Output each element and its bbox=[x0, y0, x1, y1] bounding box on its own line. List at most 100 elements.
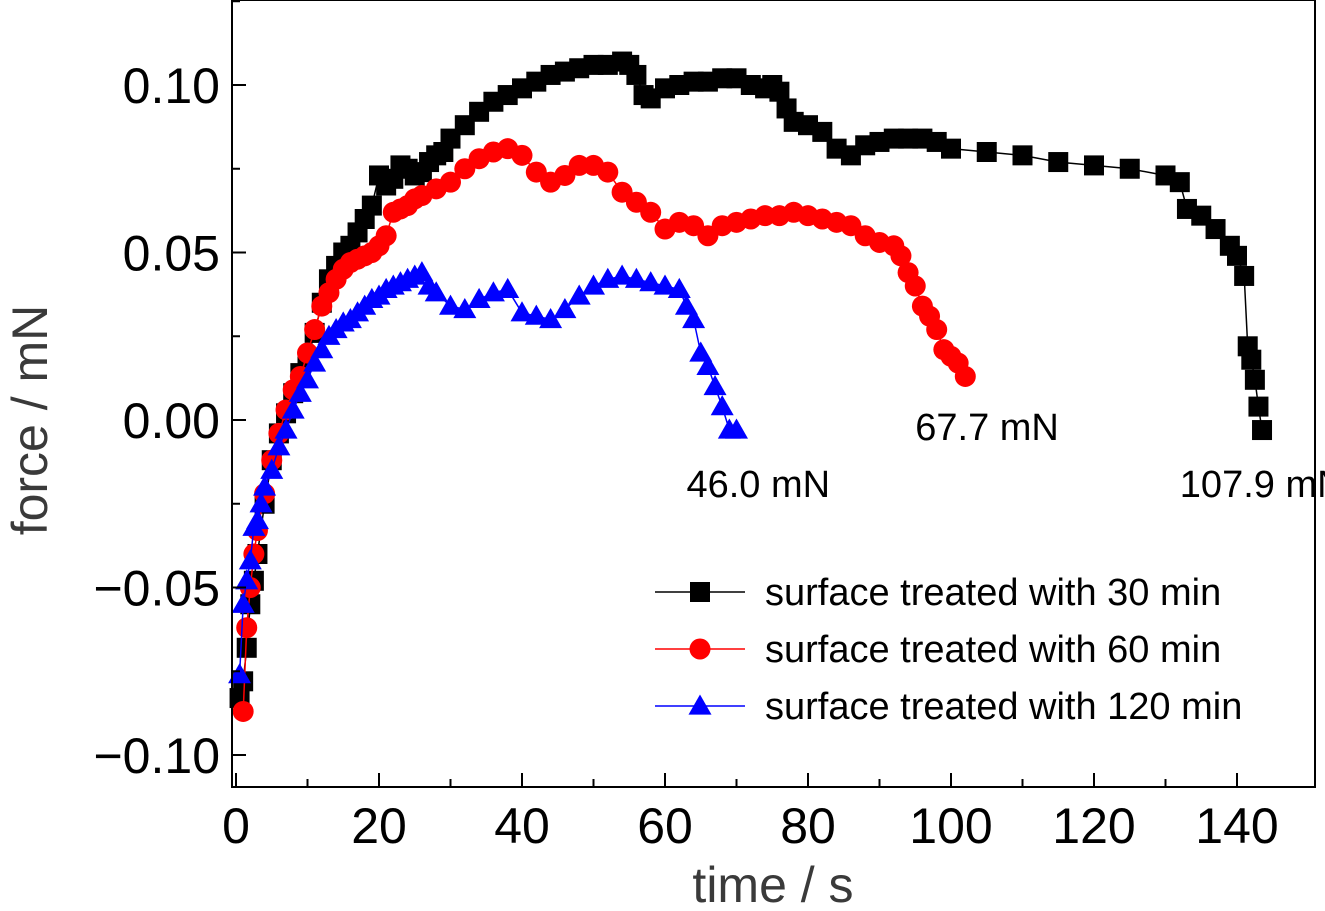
data-point bbox=[1119, 158, 1140, 179]
legend-marker bbox=[688, 694, 712, 715]
legend-label: surface treated with 30 min bbox=[765, 572, 1221, 614]
data-point bbox=[626, 64, 647, 85]
x-tick-label: 100 bbox=[909, 798, 992, 854]
x-tick-label: 140 bbox=[1195, 798, 1278, 854]
legend: surface treated with 30 min surface treat… bbox=[655, 572, 1242, 728]
y-tick-label: 0.10 bbox=[123, 58, 220, 114]
data-point bbox=[567, 284, 591, 305]
data-point bbox=[954, 365, 976, 387]
annotation-label: 67.7 mN bbox=[915, 407, 1059, 449]
legend-label: surface treated with 60 min bbox=[765, 629, 1221, 671]
series-2 bbox=[232, 138, 976, 722]
data-point bbox=[624, 267, 648, 288]
y-axis-ticks: −0.10 −0.05 0.00 0.05 0.10 bbox=[93, 0, 246, 784]
data-point bbox=[1169, 172, 1190, 193]
data-point bbox=[1252, 420, 1273, 441]
data-point bbox=[410, 261, 434, 282]
series-3 bbox=[228, 261, 748, 684]
data-point bbox=[1248, 396, 1269, 417]
data-point bbox=[267, 435, 291, 456]
data-point bbox=[890, 245, 912, 267]
data-point bbox=[510, 301, 534, 322]
data-point bbox=[496, 277, 520, 298]
data-point bbox=[1012, 145, 1033, 166]
data-point bbox=[232, 700, 254, 722]
data-point bbox=[253, 475, 277, 496]
data-point bbox=[228, 663, 252, 684]
x-tick-label: 0 bbox=[222, 798, 250, 854]
data-point bbox=[703, 375, 727, 396]
data-point bbox=[689, 341, 713, 362]
legend-item: surface treated with 60 min bbox=[655, 629, 1221, 671]
series-layer bbox=[228, 51, 1273, 722]
y-tick-label: 0.05 bbox=[123, 226, 220, 282]
data-point bbox=[467, 287, 491, 309]
data-point bbox=[439, 294, 462, 315]
legend-marker bbox=[690, 582, 710, 602]
data-point bbox=[1084, 155, 1104, 176]
data-point bbox=[976, 142, 997, 162]
data-point bbox=[1241, 349, 1262, 370]
data-point bbox=[453, 297, 477, 319]
data-point bbox=[1244, 369, 1265, 390]
data-point bbox=[245, 509, 269, 530]
data-point bbox=[769, 81, 790, 102]
data-point bbox=[235, 569, 259, 590]
data-point bbox=[296, 368, 319, 389]
data-point bbox=[524, 304, 548, 325]
data-point bbox=[361, 195, 382, 216]
legend-label: surface treated with 120 min bbox=[765, 686, 1242, 728]
x-tick-label: 20 bbox=[351, 798, 407, 854]
data-point bbox=[597, 161, 619, 183]
data-point bbox=[440, 171, 461, 193]
data-point bbox=[260, 458, 284, 479]
data-point bbox=[553, 297, 577, 319]
annotation-label: 107.9 mN bbox=[1180, 464, 1325, 506]
data-point bbox=[682, 308, 706, 329]
data-point bbox=[303, 351, 327, 372]
x-axis-title: time / s bbox=[692, 857, 853, 911]
annotation-label: 46.0 mN bbox=[686, 464, 830, 506]
data-point bbox=[904, 275, 926, 297]
data-point bbox=[310, 338, 334, 359]
legend-marker bbox=[689, 638, 711, 660]
x-tick-label: 120 bbox=[1052, 798, 1135, 854]
data-point bbox=[238, 549, 262, 570]
data-point bbox=[274, 418, 298, 439]
data-point bbox=[926, 319, 948, 341]
data-point bbox=[1048, 152, 1069, 173]
data-point bbox=[710, 395, 734, 416]
data-point bbox=[539, 308, 563, 329]
y-tick-label: 0.00 bbox=[123, 393, 220, 449]
x-tick-label: 80 bbox=[780, 798, 836, 854]
data-point bbox=[582, 274, 605, 295]
x-tick-label: 40 bbox=[494, 798, 550, 854]
data-point bbox=[236, 617, 258, 639]
data-point bbox=[231, 592, 255, 613]
y-tick-label: −0.10 bbox=[93, 728, 220, 784]
data-point bbox=[667, 277, 691, 298]
plot-frame bbox=[231, 0, 1316, 788]
data-point bbox=[249, 492, 273, 513]
data-point bbox=[424, 281, 448, 302]
x-tick-label: 60 bbox=[637, 798, 693, 854]
legend-item: surface treated with 120 min bbox=[655, 686, 1242, 728]
data-point bbox=[812, 121, 833, 142]
data-point bbox=[304, 319, 326, 341]
data-point bbox=[281, 398, 305, 419]
data-point bbox=[288, 381, 312, 402]
data-point bbox=[1234, 265, 1255, 286]
data-point bbox=[511, 144, 533, 166]
legend-item: surface treated with 30 min bbox=[655, 572, 1221, 614]
data-point bbox=[696, 354, 720, 376]
data-point bbox=[639, 271, 663, 292]
data-point bbox=[674, 294, 698, 315]
annotations: 46.0 mN 67.7 mN 107.9 mN bbox=[686, 407, 1325, 506]
data-point bbox=[1205, 219, 1226, 240]
data-point bbox=[653, 274, 677, 295]
data-point bbox=[941, 138, 961, 159]
data-point bbox=[375, 225, 397, 247]
data-point bbox=[610, 264, 634, 285]
data-point bbox=[1227, 245, 1247, 266]
